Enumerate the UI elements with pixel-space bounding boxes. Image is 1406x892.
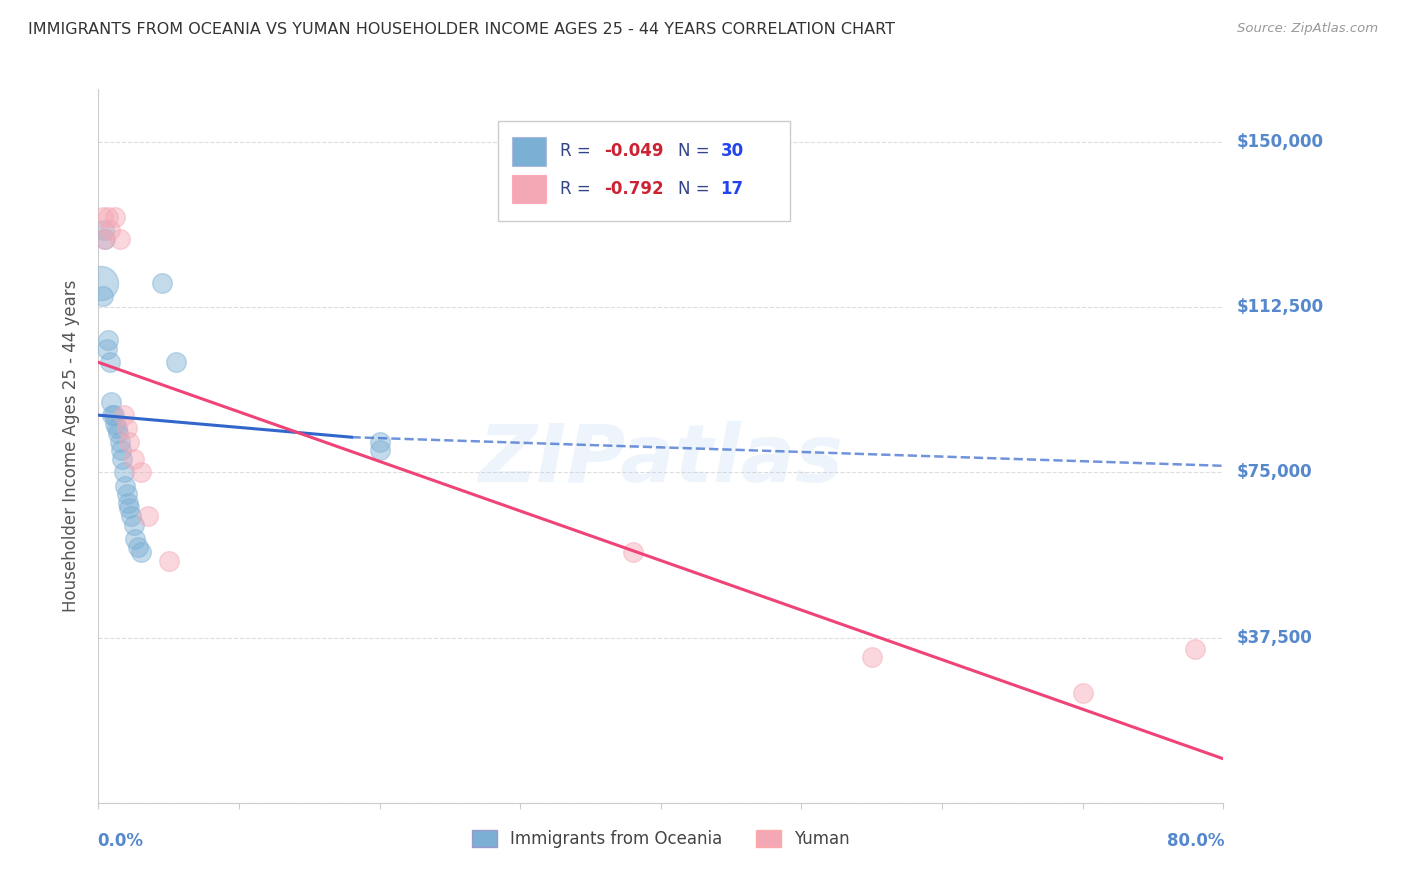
Text: N =: N = [678, 180, 714, 198]
Point [1184, 641, 1206, 656]
Point [112, 466, 135, 480]
Point [122, 518, 145, 533]
Point [368, 443, 391, 458]
Point [96, 342, 118, 356]
Text: R =: R = [560, 143, 596, 161]
Text: -0.792: -0.792 [605, 180, 664, 198]
Point [165, 355, 187, 369]
Text: 17: 17 [720, 180, 744, 198]
Point [122, 452, 145, 467]
Text: ZIPatlas: ZIPatlas [478, 421, 844, 500]
Point [93, 232, 115, 246]
Point [129, 466, 152, 480]
Point [115, 487, 138, 501]
Point [368, 434, 391, 449]
Text: 0.0%: 0.0% [97, 831, 143, 849]
Point [104, 210, 127, 224]
Point [120, 509, 142, 524]
Point [115, 421, 138, 435]
Text: $75,000: $75,000 [1237, 464, 1313, 482]
Point [150, 276, 173, 290]
Text: $37,500: $37,500 [1237, 629, 1313, 647]
Point [112, 408, 135, 422]
Text: $112,500: $112,500 [1237, 298, 1324, 317]
Point [91, 289, 114, 303]
Point [860, 650, 883, 665]
Text: N =: N = [678, 143, 714, 161]
Point [117, 496, 139, 510]
Text: IMMIGRANTS FROM OCEANIA VS YUMAN HOUSEHOLDER INCOME AGES 25 - 44 YEARS CORRELATI: IMMIGRANTS FROM OCEANIA VS YUMAN HOUSEHO… [28, 22, 896, 37]
Text: 30: 30 [720, 143, 744, 161]
Point [111, 452, 134, 467]
Point [110, 443, 132, 458]
Point [97, 333, 120, 347]
Point [621, 545, 644, 559]
Point [118, 500, 141, 515]
Point [129, 545, 152, 559]
Point [100, 395, 122, 409]
Point [101, 408, 124, 422]
Point [157, 553, 180, 567]
FancyBboxPatch shape [512, 137, 546, 166]
FancyBboxPatch shape [512, 175, 546, 203]
Point [124, 532, 146, 546]
Point [94, 232, 117, 246]
Point [98, 223, 121, 237]
Point [91, 210, 114, 224]
Text: $150,000: $150,000 [1237, 133, 1324, 151]
FancyBboxPatch shape [498, 121, 790, 221]
Text: -0.049: -0.049 [605, 143, 664, 161]
Point [114, 478, 136, 492]
Legend: Immigrants from Oceania, Yuman: Immigrants from Oceania, Yuman [465, 823, 856, 855]
Point [105, 421, 128, 435]
Text: R =: R = [560, 180, 596, 198]
Point [108, 434, 131, 449]
Point [118, 434, 141, 449]
Point [1071, 686, 1094, 700]
Text: Source: ZipAtlas.com: Source: ZipAtlas.com [1237, 22, 1378, 36]
Point [98, 355, 121, 369]
Point [90, 276, 112, 290]
Point [127, 541, 149, 555]
Point [107, 425, 129, 440]
Point [136, 509, 159, 524]
Y-axis label: Householder Income Ages 25 - 44 years: Householder Income Ages 25 - 44 years [62, 280, 80, 612]
Point [103, 408, 125, 422]
Text: 80.0%: 80.0% [1167, 831, 1225, 849]
Point [104, 417, 127, 431]
Point [108, 232, 131, 246]
Point [93, 223, 115, 237]
Point [97, 210, 120, 224]
